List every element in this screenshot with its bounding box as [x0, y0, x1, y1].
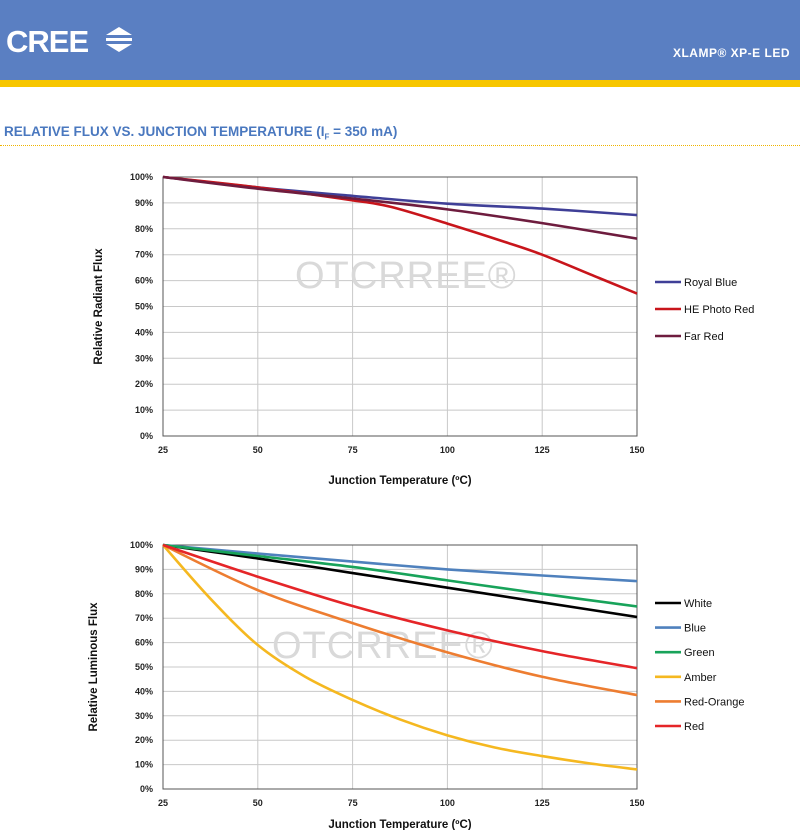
x-tick-label: 50 — [253, 798, 263, 808]
x-tick-label: 150 — [629, 445, 644, 455]
y-tick-label: 10% — [135, 405, 153, 415]
header-stripe — [0, 80, 800, 87]
series-line-red-orange — [162, 543, 638, 697]
y-tick-label: 80% — [135, 224, 153, 234]
y-tick-label: 90% — [135, 564, 153, 574]
product-name: XLAMP® XP-E LED — [672, 46, 790, 60]
legend-label: Far Red — [684, 331, 724, 343]
radiant-flux-chart: 0% 10% 20% 30% 40% 50% 60% 70% 80% 90% 100% 25 50 75 1… — [93, 172, 754, 487]
y-tick-label: 70% — [135, 250, 153, 260]
y-tick-label: 60% — [135, 638, 153, 648]
x-tick-label: 75 — [348, 798, 358, 808]
watermark: OTCRREE® — [272, 625, 494, 667]
section-divider — [0, 145, 800, 146]
section-title: RELATIVE FLUX VS. JUNCTION TEMPERATURE (… — [4, 124, 397, 142]
logo-mark-icon — [106, 27, 132, 52]
legend-label: Red-Orange — [684, 696, 745, 708]
y-tick-label: 30% — [135, 353, 153, 363]
y-tick-label: 50% — [135, 662, 153, 672]
y-tick-label: 20% — [135, 735, 153, 745]
section-title-main: RELATIVE FLUX VS. JUNCTION TEMPERATURE (… — [4, 124, 325, 139]
series-line-white — [162, 543, 638, 619]
x-tick-label: 50 — [253, 445, 263, 455]
series-line-amber — [162, 544, 638, 771]
y-tick-label: 10% — [135, 760, 153, 770]
x-axis-label: Junction Temperature (ºC) — [328, 475, 471, 487]
legend-label: Amber — [684, 672, 717, 684]
y-tick-label: 20% — [135, 379, 153, 389]
x-tick-label: 25 — [158, 445, 168, 455]
y-tick-label: 30% — [135, 711, 153, 721]
y-tick-label: 100% — [130, 540, 153, 550]
legend-label: Royal Blue — [684, 277, 737, 289]
legend-label: Green — [684, 647, 715, 659]
x-tick-label: 150 — [629, 798, 644, 808]
watermark: OTCRREE® — [295, 255, 517, 297]
y-tick-label: 0% — [140, 431, 153, 441]
x-axis-label: Junction Temperature (ºC) — [328, 819, 471, 830]
page-header — [0, 0, 800, 80]
legend-label: HE Photo Red — [684, 304, 754, 316]
brand-logo: CREE — [6, 24, 89, 59]
y-tick-label: 0% — [140, 784, 153, 794]
series-line-far-red — [162, 175, 638, 240]
legend-label: White — [684, 598, 712, 610]
x-tick-label: 100 — [440, 798, 455, 808]
luminous-flux-chart: 0% 10% 20% 30% 40% 50% 60% 70% 80% 90% 100% 25 50 75 1… — [88, 540, 745, 830]
x-tick-label: 75 — [348, 445, 358, 455]
y-tick-label: 60% — [135, 276, 153, 286]
y-tick-label: 70% — [135, 613, 153, 623]
y-axis-label: Relative Luminous Flux — [88, 602, 100, 732]
x-tick-label: 100 — [440, 445, 455, 455]
plot-frame — [162, 176, 638, 437]
legend-label: Blue — [684, 623, 706, 635]
y-tick-label: 50% — [135, 302, 153, 312]
y-tick-label: 80% — [135, 589, 153, 599]
series-line-green — [162, 543, 638, 608]
y-tick-label: 90% — [135, 198, 153, 208]
x-tick-label: 125 — [535, 798, 550, 808]
series-line-blue — [162, 543, 638, 583]
series-line-red — [162, 543, 638, 670]
y-tick-label: 40% — [135, 686, 153, 696]
legend-label: Red — [684, 721, 704, 733]
x-tick-label: 125 — [535, 445, 550, 455]
section-title-end: = 350 mA) — [329, 124, 398, 139]
y-tick-label: 100% — [130, 172, 153, 182]
y-axis-label: Relative Radiant Flux — [93, 248, 105, 365]
y-tick-label: 40% — [135, 327, 153, 337]
section-title-sub: F — [324, 132, 330, 142]
x-tick-label: 25 — [158, 798, 168, 808]
